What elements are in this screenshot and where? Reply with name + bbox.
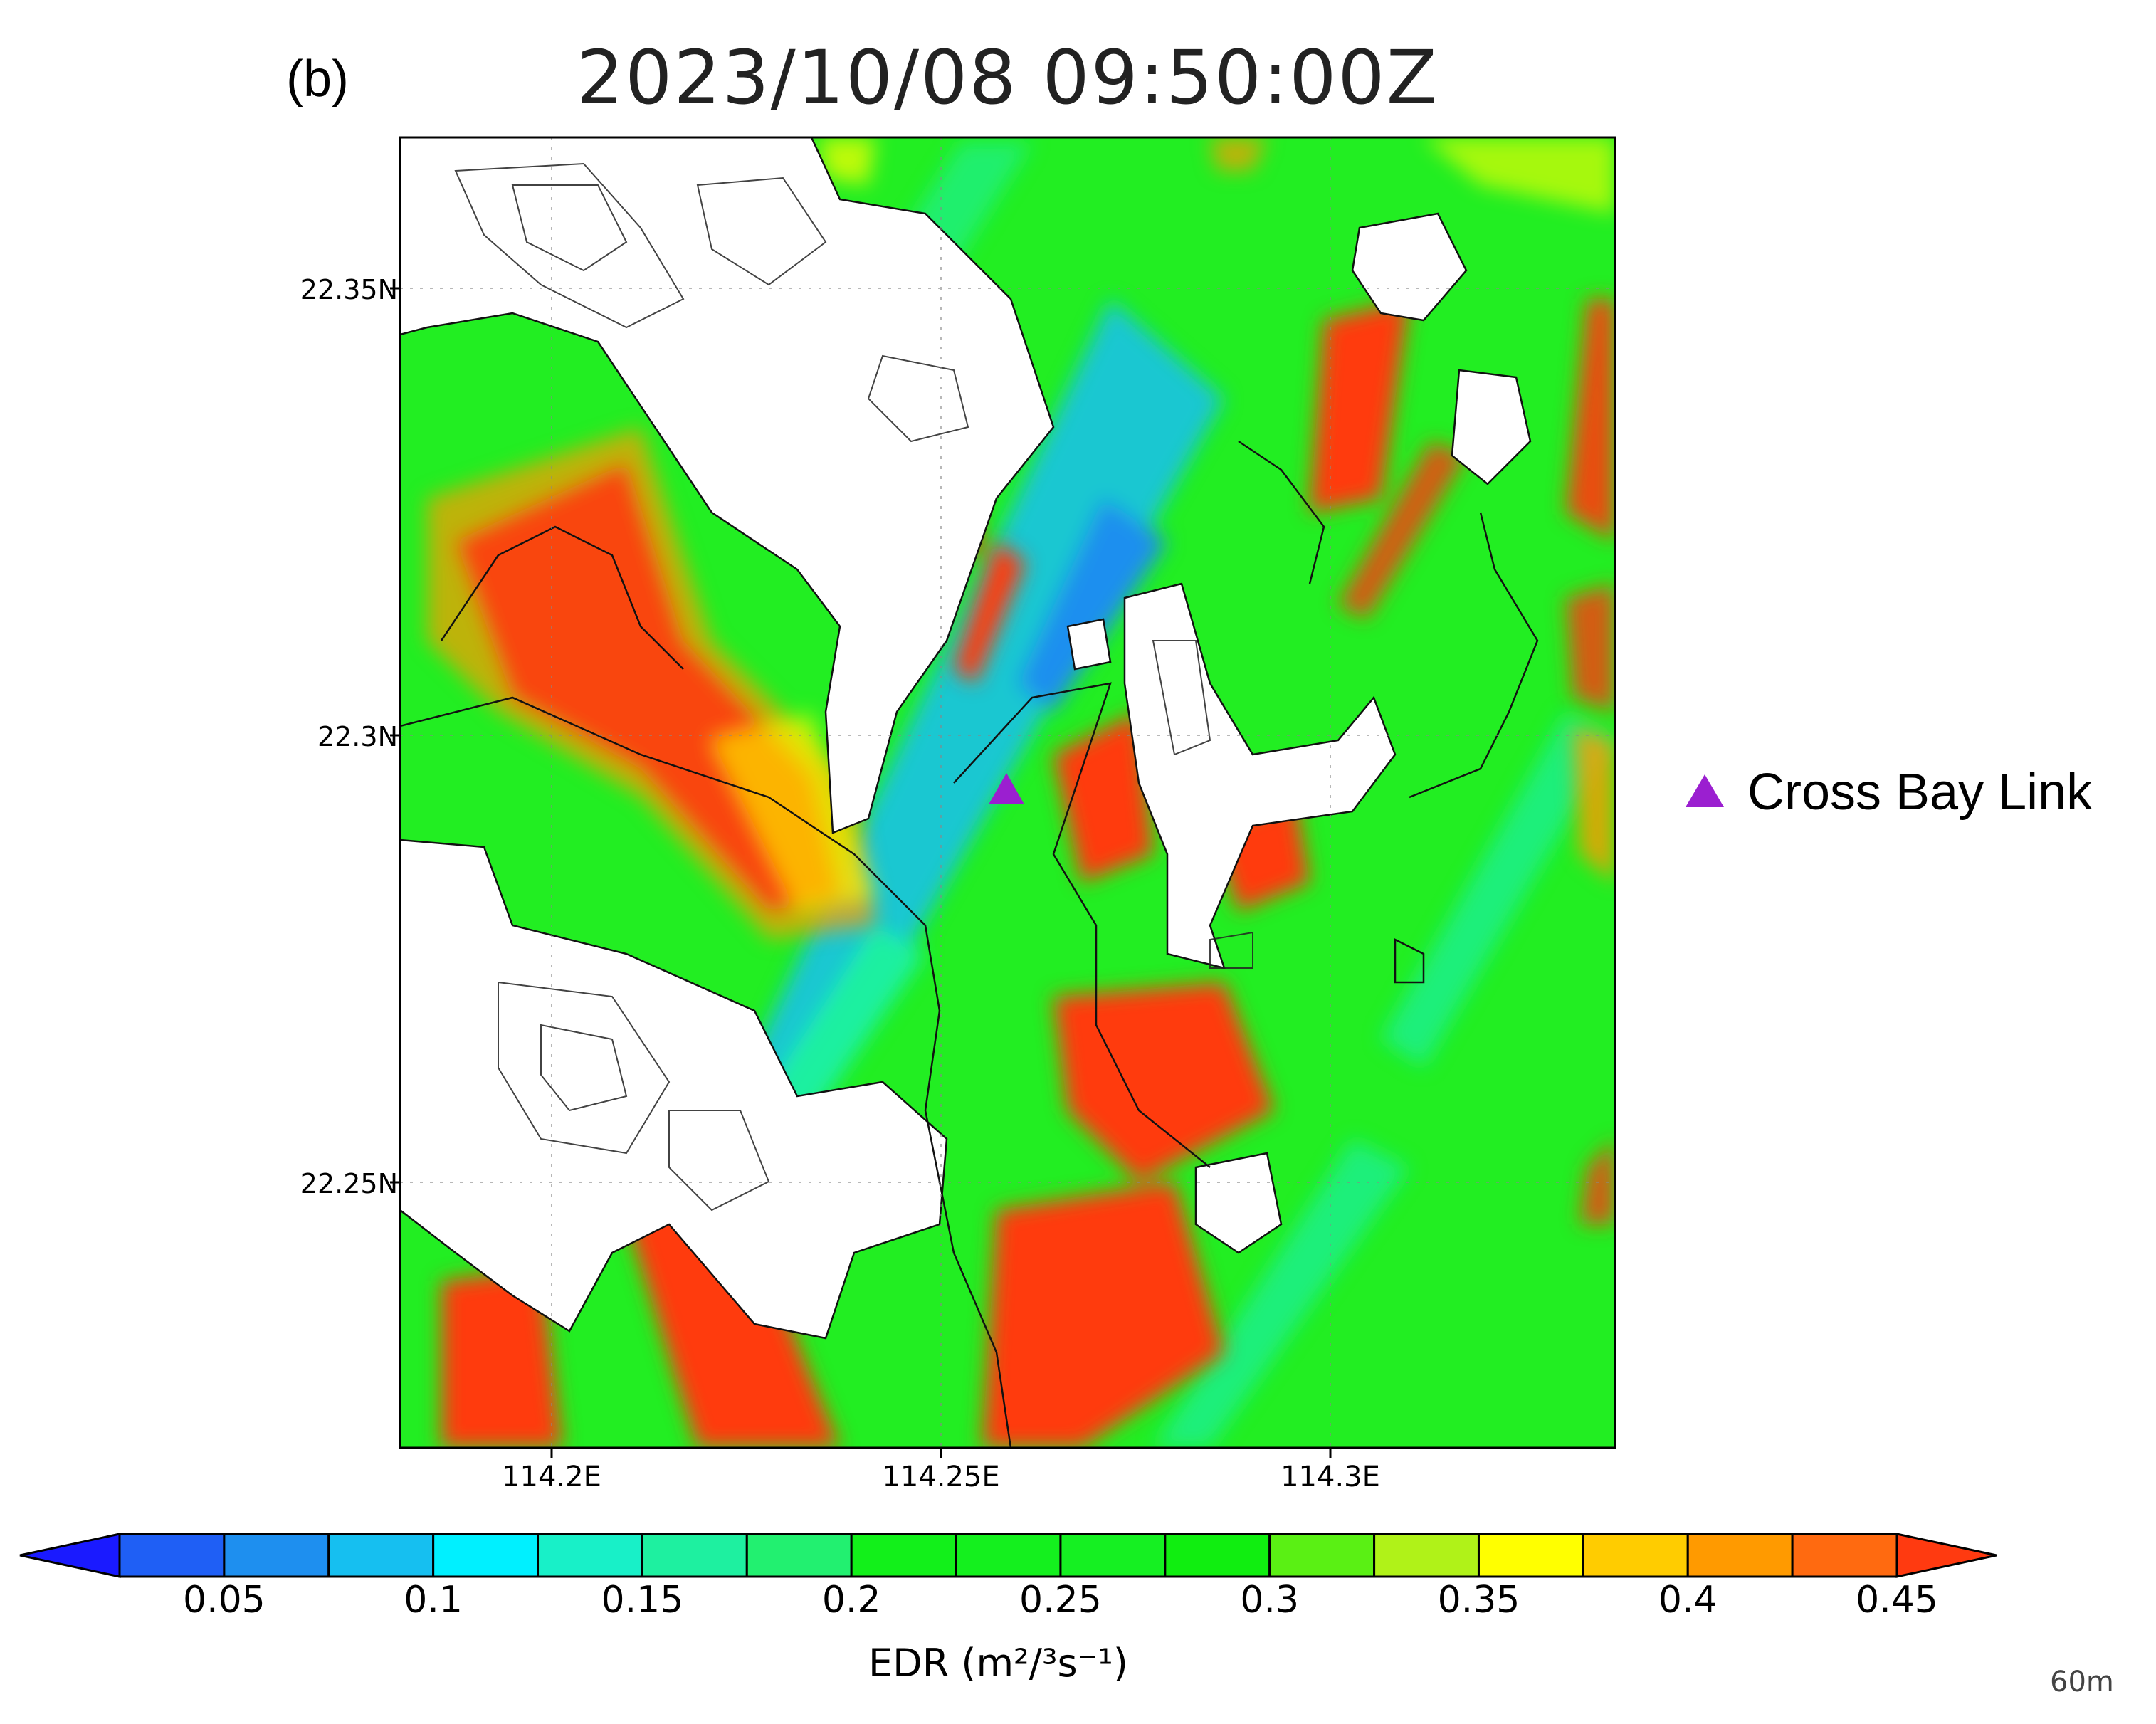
coastlines [400,440,1539,1448]
y-tick-label: 22.25N [300,1168,398,1199]
colorbar-tick-label: 0.15 [601,1579,684,1621]
land-islet-north [1351,212,1468,322]
land-islet-small [1066,618,1112,671]
terrain-contours [454,162,1253,1211]
land-islet-south [1194,1152,1283,1254]
colorbar-tick-label: 0.05 [182,1579,265,1621]
colorbar-bin [1059,1533,1167,1578]
land-south-west [400,839,948,1340]
colorbar-bin [432,1533,540,1578]
colorbar-tick-label: 0.3 [1240,1579,1300,1621]
axis-ticks [390,287,1332,1458]
colorbar-bin [327,1533,435,1578]
colorbar-tick-label: 0.2 [821,1579,881,1621]
colorbar-bin [1791,1533,1898,1578]
colorbar-bin [1268,1533,1376,1578]
colorbar-tick-label: 0.25 [1019,1579,1102,1621]
level-note: 60m [2050,1666,2114,1698]
colorbar-bin [850,1533,957,1578]
panel-label: (b) [286,51,349,107]
colorbar-bin [223,1533,330,1578]
y-tick-label: 22.35N [300,274,398,305]
colorbar-bin [641,1533,748,1578]
land-islet-east [1451,369,1532,485]
colorbar-bin [745,1533,853,1578]
edr-field [400,137,1615,1448]
land-north-west [400,137,1055,834]
legend-label: Cross Bay Link [1747,764,2093,821]
colorbar-tick-label: 0.4 [1658,1579,1718,1621]
land-east-island [1123,582,1397,969]
colorbar-bin [537,1533,643,1578]
colorbar-bin [1582,1533,1689,1578]
colorbar-tick-label: 0.35 [1437,1579,1520,1621]
land-areas [400,137,1532,1340]
cross-bay-link-marker [989,773,1024,804]
x-tick-label: 114.25E [882,1461,1000,1493]
colorbar-bin [955,1533,1062,1578]
colorbar-tick-label: 0.45 [1856,1579,1938,1621]
colorbar-bin [1164,1533,1271,1578]
colorbar-bin [1477,1533,1584,1578]
x-tick-label: 114.3E [1281,1461,1380,1493]
colorbar-bin [1373,1533,1480,1578]
colorbar-bin [1686,1533,1794,1578]
legend-triangle-icon [1686,774,1724,807]
y-tick-label: 22.3N [317,721,398,752]
map-title: 2023/10/08 09:50:00Z [577,34,1439,121]
colorbar [19,1533,1997,1578]
colorbar-max-arrow [1895,1533,1997,1578]
plot-frame [399,136,1616,1449]
colorbar-title: EDR (m²/³s⁻¹) [868,1641,1128,1686]
colorbar-tick-label: 0.1 [404,1579,463,1621]
x-tick-label: 114.2E [502,1461,601,1493]
colorbar-min-arrow [19,1533,121,1578]
colorbar-bin [118,1533,226,1578]
